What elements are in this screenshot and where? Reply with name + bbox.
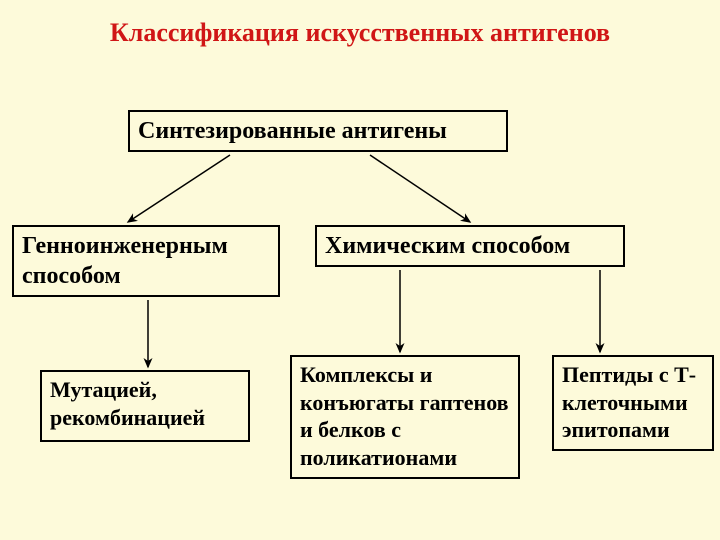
node-genetic-engineering: Генноинженерным способом (12, 225, 280, 297)
node-mutation-recombination: Мутацией, рекомбинацией (40, 370, 250, 442)
node-root: Синтезированные антигены (128, 110, 508, 152)
node-chemical-method: Химическим способом (315, 225, 625, 267)
diagram-title: Классификация искусственных антигенов (32, 18, 688, 48)
node-peptides-tcell: Пептиды с Т-клеточными эпитопами (552, 355, 714, 451)
node-complexes-conjugates: Комплексы и конъюгаты гаптенов и белков … (290, 355, 520, 479)
